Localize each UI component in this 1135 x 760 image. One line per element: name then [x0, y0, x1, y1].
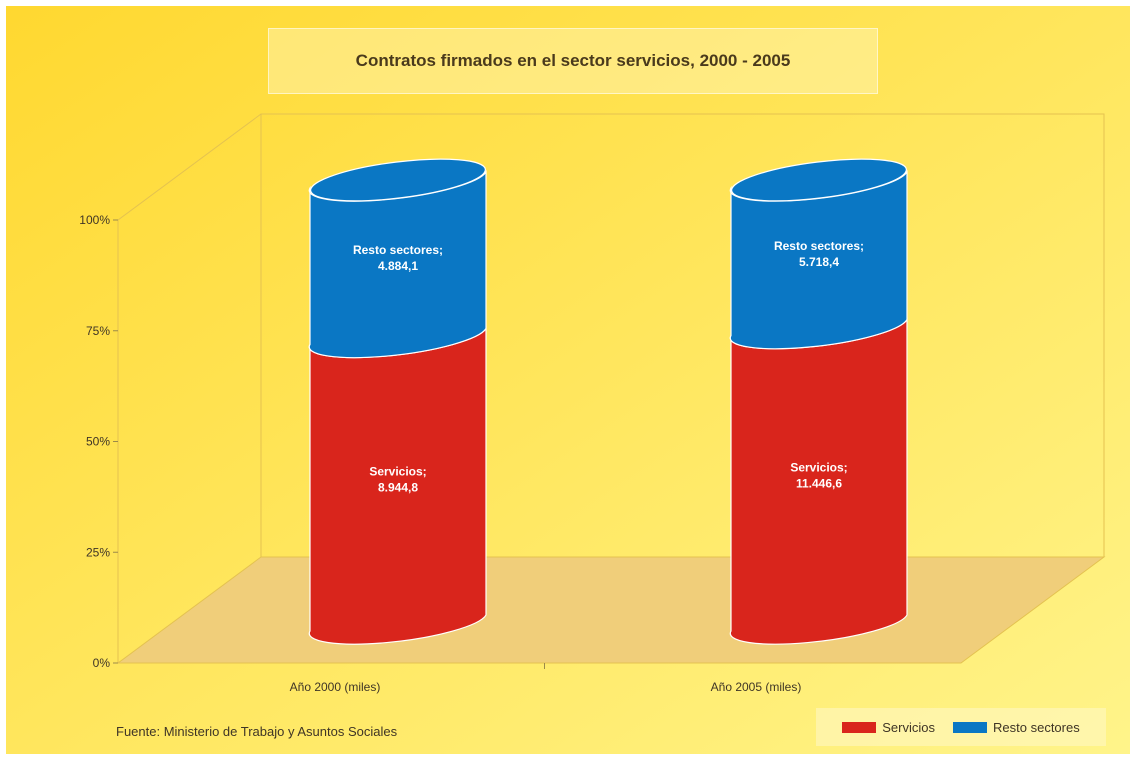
chart-floor — [116, 556, 1106, 664]
back-wall-outline — [260, 113, 1105, 557]
bar-segment: Servicios; 8.944,8 — [308, 326, 487, 645]
bar-top-cap — [310, 158, 486, 202]
bar-segment: Resto sectores; 4.884,1 — [308, 158, 487, 359]
x-tick-label: Año 2000 (miles) — [290, 680, 381, 694]
bars-group: Servicios; 8.944,8 Resto sectores; 4.884,1 S… — [308, 158, 908, 645]
y-tick-label: 25% — [86, 545, 110, 559]
bar-segment: Resto sectores; 5.718,4 — [729, 158, 908, 350]
chart-title: Contratos firmados en el sector servicio… — [355, 51, 791, 70]
y-tick-label: 100% — [79, 213, 110, 227]
legend: Servicios Resto sectores — [816, 708, 1106, 746]
y-tick-label: 50% — [86, 435, 110, 449]
legend-item-resto: Resto sectores — [953, 720, 1080, 735]
bar-top-cap — [731, 158, 907, 202]
x-tick-label: Año 2005 (miles) — [711, 680, 802, 694]
data-label: Resto sectores; 5.718,4 — [774, 239, 864, 269]
y-axis: 0% 25% 50% 75% 100% — [79, 213, 118, 670]
legend-label-servicios: Servicios — [882, 719, 936, 735]
legend-swatch-resto — [953, 721, 988, 733]
legend-swatch-servicios — [842, 721, 877, 733]
chart-title-box: Contratos firmados en el sector servicio… — [268, 28, 878, 94]
chart-card: 0% 25% 50% 75% 100% Año 2000 (miles) Año 2005… — [6, 6, 1130, 754]
data-label: Servicios; 8.944,8 — [369, 465, 426, 495]
data-label: Servicios; 11.446,6 — [790, 460, 847, 490]
data-label: Resto sectores; 4.884,1 — [353, 243, 443, 273]
source-note: Fuente: Ministerio de Trabajo y Asuntos … — [116, 724, 398, 739]
x-axis: Año 2000 (miles) Año 2005 (miles) — [290, 663, 802, 694]
bar-segment: Servicios; 11.446,6 — [729, 317, 908, 645]
legend-item-servicios: Servicios — [842, 720, 935, 735]
y-tick-label: 0% — [93, 656, 111, 670]
chart-canvas: 0% 25% 50% 75% 100% Año 2000 (miles) Año 2005… — [6, 6, 1130, 754]
legend-label-resto: Resto sectores — [993, 719, 1080, 735]
y-tick-label: 75% — [86, 324, 110, 338]
